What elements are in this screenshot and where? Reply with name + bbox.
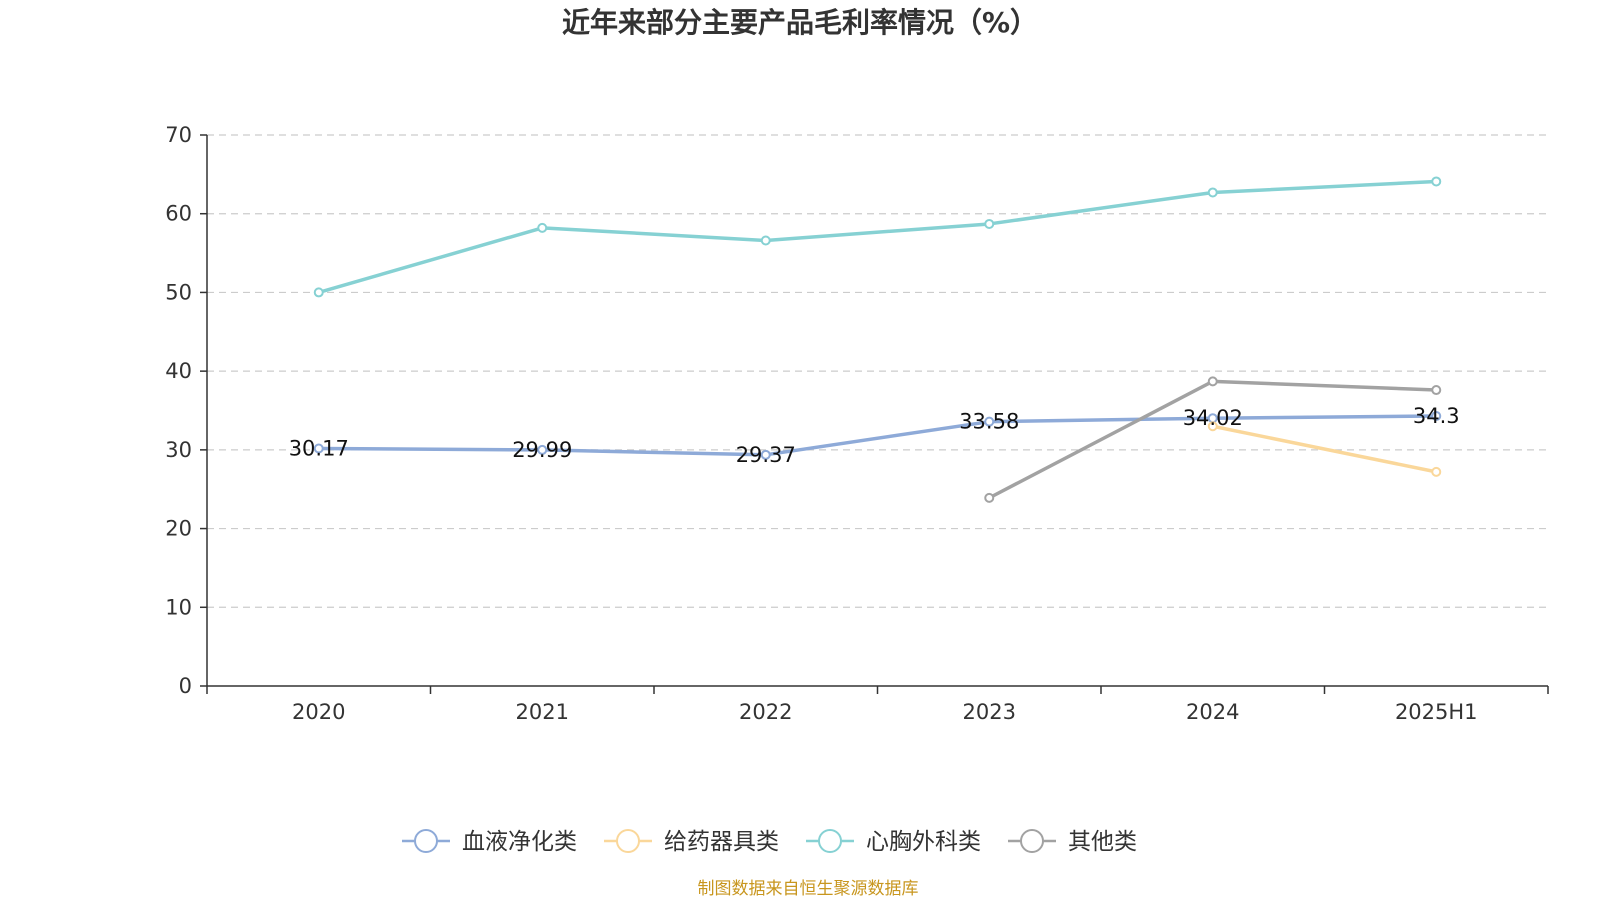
data-label: 33.58	[959, 410, 1019, 434]
data-point[interactable]	[537, 222, 548, 233]
data-label: 29.99	[512, 438, 572, 462]
data-label: 29.37	[736, 443, 796, 467]
legend-label: 心胸外科类	[866, 829, 981, 855]
data-label: 34.3	[1413, 404, 1460, 428]
data-point[interactable]	[760, 235, 771, 246]
data-labels: 30.17 29.99 29.37 33.58 34.02 34.3	[289, 404, 1460, 467]
y-tick-label: 70	[165, 123, 192, 147]
data-point[interactable]	[760, 449, 771, 460]
data-point[interactable]	[313, 287, 324, 298]
axes: 0 10 20 30 40 50 60 70 2020 2021 2022 2023 2024 2025H…	[165, 123, 1549, 724]
legend-label: 给药器具类	[664, 829, 779, 855]
x-tick-label: 2024	[1186, 700, 1239, 724]
x-tick-label: 2020	[292, 700, 345, 724]
data-point[interactable]	[1431, 466, 1442, 477]
data-point[interactable]	[984, 416, 995, 427]
legend-label: 血液净化类	[462, 829, 577, 855]
data-point[interactable]	[984, 218, 995, 229]
legend-marker	[616, 829, 640, 853]
legend-marker	[818, 829, 842, 853]
x-tick-label: 2025H1	[1395, 700, 1478, 724]
data-point[interactable]	[1431, 411, 1442, 422]
legend-item[interactable]: 其他类	[1008, 829, 1137, 855]
data-point[interactable]	[537, 444, 548, 455]
data-point[interactable]	[984, 492, 995, 503]
grid-lines	[207, 134, 1548, 608]
data-point[interactable]	[1431, 176, 1442, 187]
source-note: 制图数据来自恒生聚源数据库	[698, 879, 919, 899]
series-layer	[313, 176, 1442, 503]
legend-label: 其他类	[1068, 829, 1137, 855]
series-line	[988, 379, 1437, 500]
y-tick-label: 60	[165, 202, 192, 226]
series-line	[318, 414, 1437, 457]
legend-item[interactable]: 心胸外科类	[806, 829, 981, 855]
data-point[interactable]	[313, 443, 324, 454]
x-tick-label: 2022	[739, 700, 792, 724]
chart-title: 近年来部分主要产品毛利率情况（%）	[562, 6, 1038, 39]
data-point[interactable]	[1431, 385, 1442, 396]
y-tick-label: 30	[165, 438, 192, 462]
legend-item[interactable]: 给药器具类	[604, 829, 779, 855]
y-tick-label: 40	[165, 359, 192, 383]
data-label: 30.17	[289, 437, 349, 461]
data-label: 34.02	[1183, 406, 1243, 430]
series-line	[1212, 424, 1437, 474]
y-tick-label: 20	[165, 517, 192, 541]
y-tick-label: 10	[165, 595, 192, 619]
y-tick-label: 50	[165, 280, 192, 304]
x-tick-label: 2021	[516, 700, 569, 724]
legend[interactable]: 血液净化类 给药器具类 心胸外科类 其他类	[402, 829, 1137, 855]
legend-item[interactable]: 血液净化类	[402, 829, 577, 855]
y-tick-label: 0	[179, 674, 192, 698]
data-point[interactable]	[1207, 187, 1218, 198]
legend-marker	[1020, 829, 1044, 853]
x-tick-label: 2023	[963, 700, 1016, 724]
data-point[interactable]	[1207, 421, 1218, 432]
legend-marker	[414, 829, 438, 853]
data-point[interactable]	[1207, 376, 1218, 387]
series-line	[318, 179, 1437, 295]
